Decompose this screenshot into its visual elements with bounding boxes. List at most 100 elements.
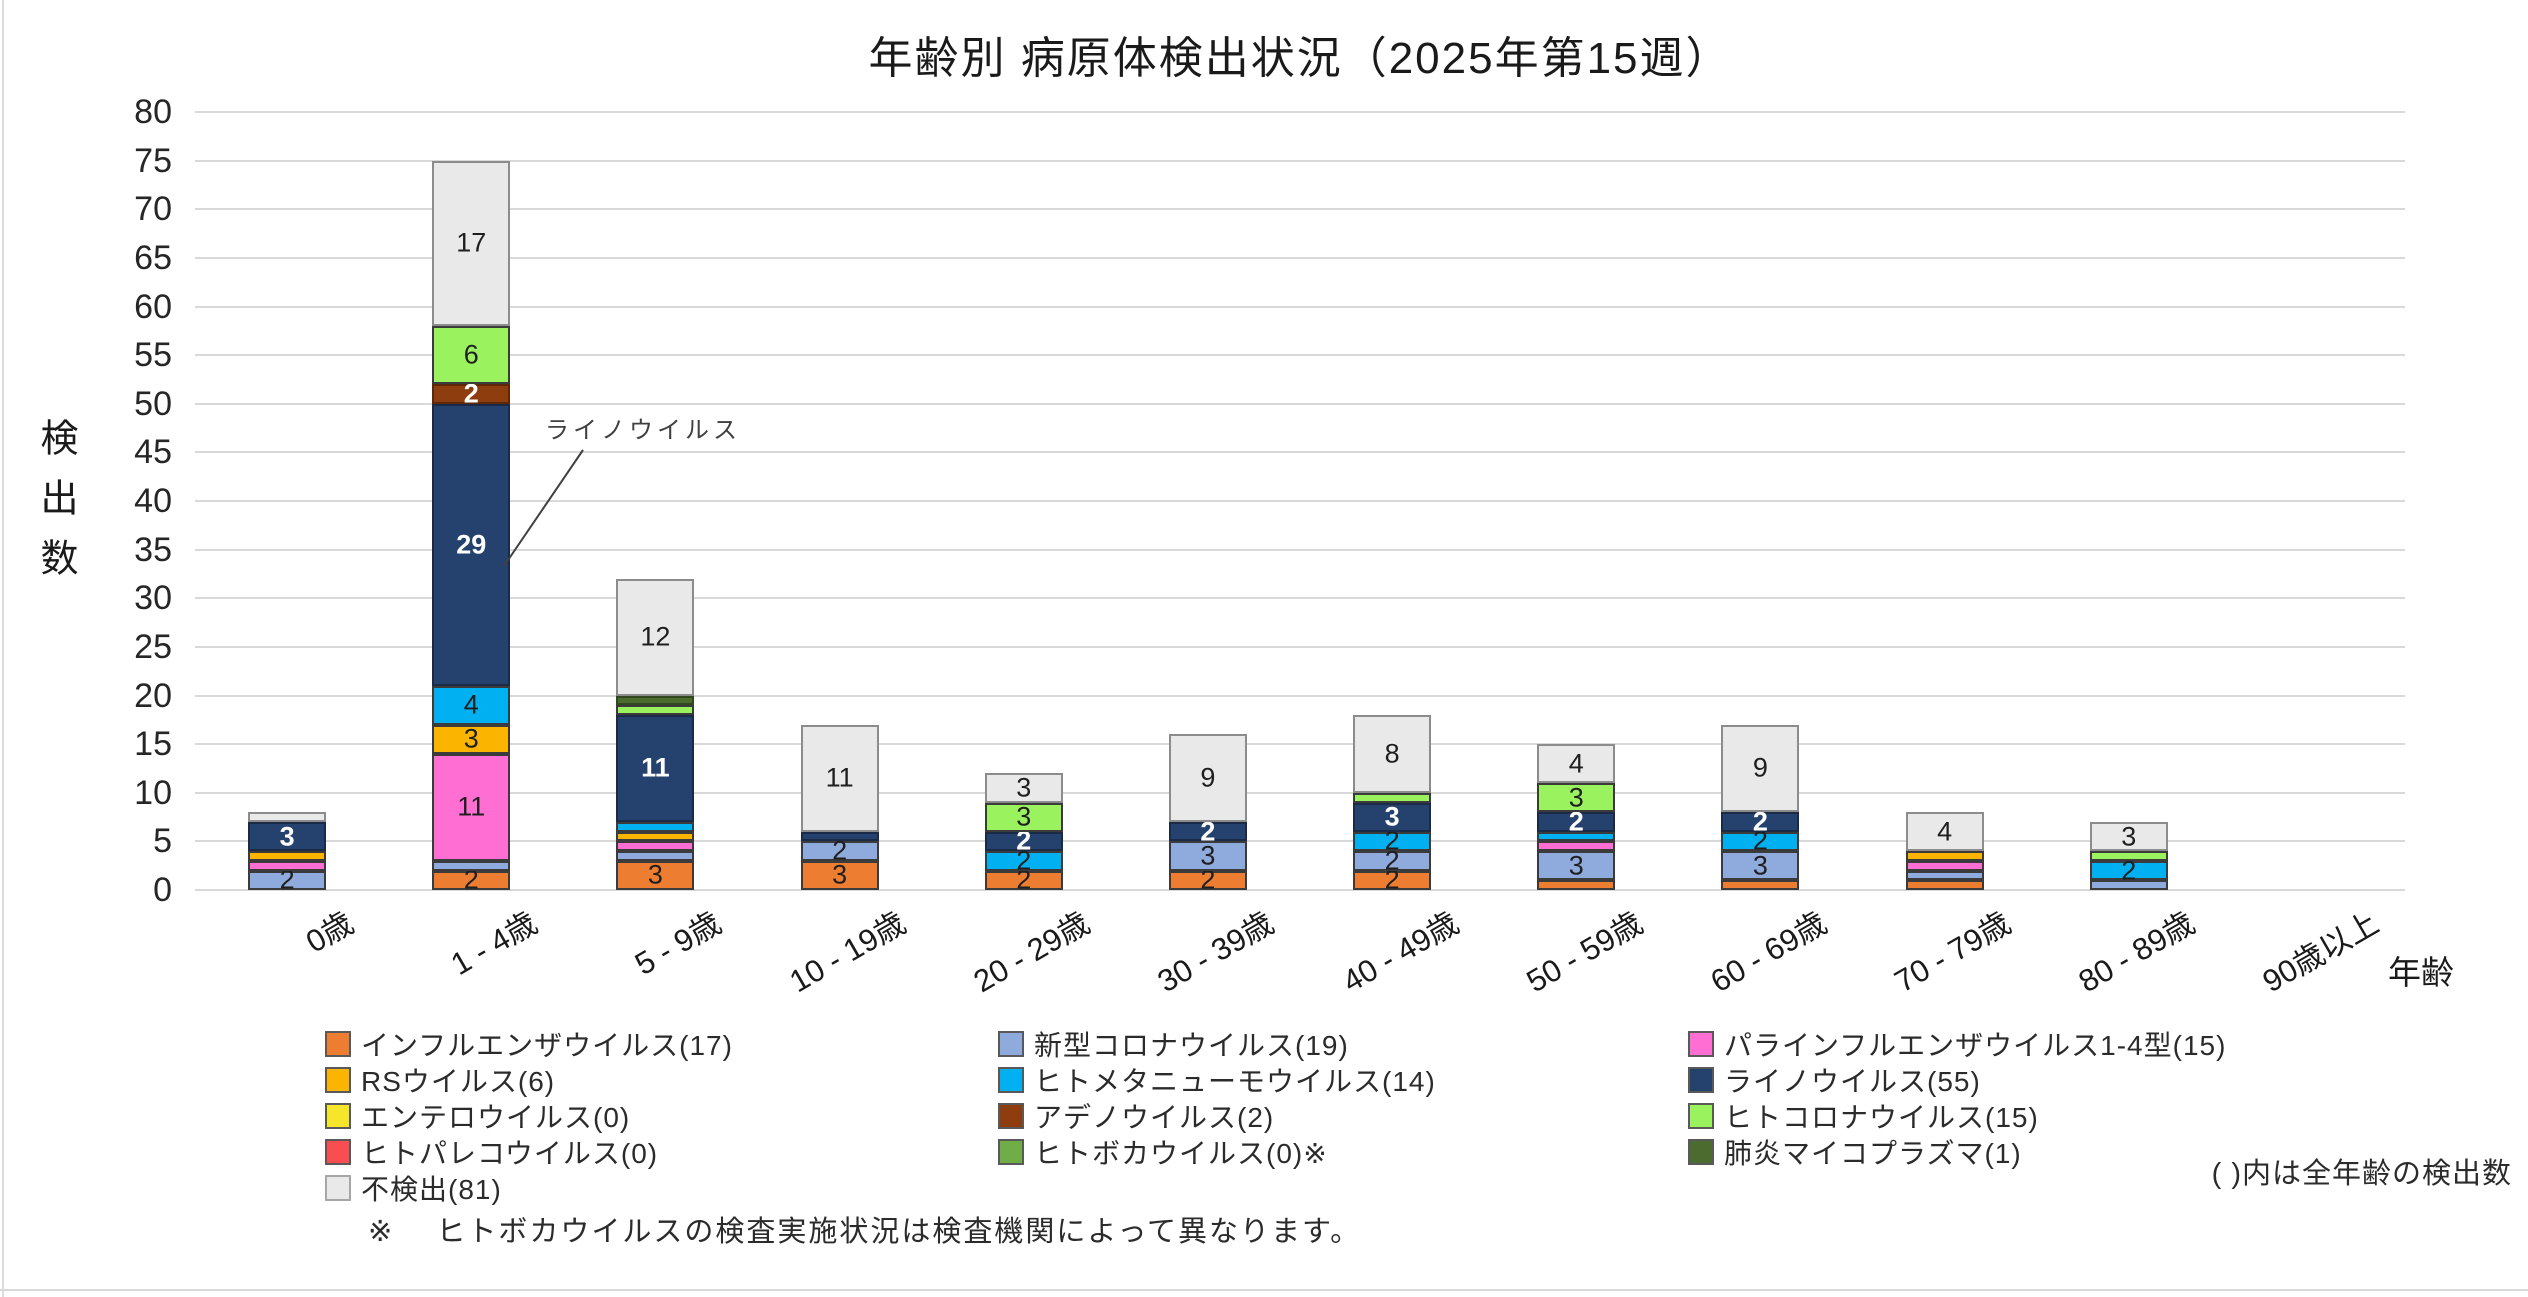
gridline-40 <box>195 500 2405 502</box>
bar-segment-parainfluenza <box>1905 860 1984 871</box>
segment-label: 11 <box>641 752 670 783</box>
segment-label: 2 <box>1200 864 1216 895</box>
bar-segment-parainfluenza <box>616 841 695 852</box>
gridline-30 <box>195 597 2405 600</box>
bar-segment-rsv <box>248 851 327 861</box>
bar-1 - 4歳: 2 11 3 4 29 2 6 17 <box>432 160 511 893</box>
segment-label: 4 <box>463 689 479 720</box>
legend-swatch-rsv <box>325 1067 351 1093</box>
bar-segment-rsv: 3 <box>432 724 511 754</box>
segment-label: 3 <box>1384 801 1400 832</box>
gridline-0 <box>195 889 2405 891</box>
window-left-edge <box>2 0 4 1297</box>
bar-segment-influenza: 3 <box>616 860 695 890</box>
bar-segment-not_detected: 4 <box>1905 812 1984 852</box>
gridline-25 <box>195 645 2405 648</box>
y-tick-label-45: 45 <box>134 433 172 472</box>
x-tick-label-40 - 49歳: 40 - 49歳 <box>1336 905 1465 1000</box>
legend-note: ( )内は全年齢の検出数 <box>2211 1158 2512 1190</box>
y-tick-label-20: 20 <box>134 676 172 715</box>
x-tick-label-60 - 69歳: 60 - 69歳 <box>1704 905 1833 1000</box>
bar-segment-hmpv: 2 <box>1721 827 1800 854</box>
legend-label-influenza: インフルエンザウイルス(17) <box>361 1030 733 1061</box>
y-axis-tick-labels: 0 5 10 15 20 25 30 35 40 45 50 55 60 65 70 75 80 <box>0 95 172 907</box>
legend-swatch-not_detected <box>325 1175 351 1201</box>
x-tick-label-70 - 79歳: 70 - 79歳 <box>1888 905 2017 1000</box>
segment-label: 3 <box>1568 782 1584 813</box>
bar-segment-hcov: 3 <box>1537 782 1616 813</box>
bar-segment-parainfluenza <box>248 860 327 871</box>
x-axis-title: 年齢 <box>2388 954 2454 991</box>
y-tick-label-60: 60 <box>134 287 172 326</box>
gridline-5 <box>195 840 2405 843</box>
segment-label: 8 <box>1384 738 1400 769</box>
bar-40 - 49歳: 22238 <box>1353 715 1432 893</box>
bar-segment-influenza: 2 <box>1353 866 1432 893</box>
segment-label: 3 <box>832 859 848 890</box>
segment-label: 2 <box>1568 806 1584 837</box>
gridline-45 <box>195 451 2405 454</box>
x-tick-label-0歳: 0歳 <box>299 905 360 960</box>
bar-segment-influenza <box>1721 880 1800 890</box>
gridline-20 <box>195 694 2405 697</box>
bar-segment-rhinovirus: 2 <box>1168 818 1247 845</box>
segment-label: 2 <box>1016 845 1032 876</box>
y-tick-label-65: 65 <box>134 238 172 277</box>
bar-segment-not_detected: 12 <box>616 578 695 696</box>
segment-label: 11 <box>825 762 854 793</box>
segment-label: 2 <box>1752 825 1768 856</box>
legend-label-not_detected: 不検出(81) <box>361 1174 502 1205</box>
y-tick-label-50: 50 <box>134 384 172 423</box>
legend-swatch-rhinovirus <box>1688 1067 1714 1093</box>
legend-item-not_detected: 不検出(81) <box>325 1170 733 1206</box>
bar-segment-influenza: 2 <box>1168 866 1247 893</box>
legend-item-rhinovirus: ライノウイルス(55) <box>1688 1062 2226 1098</box>
x-tick-label-80 - 89歳: 80 - 89歳 <box>2072 905 2201 1000</box>
y-tick-label-15: 15 <box>134 725 172 764</box>
legend-item-rsv: RSウイルス(6) <box>325 1062 733 1098</box>
bar-segment-hmpv <box>616 821 695 832</box>
legend-label-adenovirus: アデノウイルス(2) <box>1034 1102 1275 1133</box>
bar-segment-not_detected: 8 <box>1353 715 1432 793</box>
legend-item-hmpv: ヒトメタニューモウイルス(14) <box>998 1062 1436 1098</box>
segment-label: 9 <box>1752 752 1768 783</box>
legend-swatch-hcov <box>1688 1103 1714 1129</box>
segment-label: 2 <box>463 378 479 409</box>
bar-10 - 19歳: 3 2 11 <box>800 724 879 890</box>
legend-label-parainfluenza: パラインフルエンザウイルス1-4型(15) <box>1724 1030 2227 1061</box>
bar-30 - 39歳: 232 9 <box>1168 734 1247 893</box>
legend-label-parechovirus: ヒトパレコウイルス(0) <box>361 1138 659 1169</box>
bar-segment-mycoplasma <box>616 695 695 706</box>
segment-label: 2 <box>1200 816 1216 847</box>
gridline-10 <box>195 791 2405 794</box>
segment-label: 2 <box>1016 864 1032 895</box>
gridline-35 <box>195 548 2405 551</box>
legend-item-hcov: ヒトコロナウイルス(15) <box>1688 1098 2226 1134</box>
x-tick-label-50 - 59歳: 50 - 59歳 <box>1520 905 1649 1000</box>
segment-label: 3 <box>279 821 295 852</box>
legend-label-hmpv: ヒトメタニューモウイルス(14) <box>1034 1066 1436 1097</box>
legend-swatch-enterovirus <box>325 1103 351 1129</box>
legend-column-2: 新型コロナウイルス(19) ヒトメタニューモウイルス(14) アデノウイルス(2) ヒ… <box>998 1026 1436 1170</box>
legend-swatch-covid19 <box>998 1031 1024 1057</box>
bar-segment-covid19: 2 <box>800 837 879 864</box>
segment-label: 9 <box>1200 762 1216 793</box>
bar-segment-rhinovirus: 2 <box>1721 808 1800 835</box>
legend-item-influenza: インフルエンザウイルス(17) <box>325 1026 733 1062</box>
bar-segment-rhinovirus: 11 <box>616 714 695 822</box>
legend-label-bocavirus: ヒトボカウイルス(0)※ <box>1034 1138 1328 1169</box>
segment-label: 2 <box>2121 855 2137 886</box>
legend-item-covid19: 新型コロナウイルス(19) <box>998 1026 1436 1062</box>
segment-label: 2 <box>1384 825 1400 856</box>
bar-segment-rhinovirus <box>800 831 879 842</box>
bar-segment-rsv <box>616 831 695 842</box>
legend-label-rsv: RSウイルス(6) <box>361 1066 556 1097</box>
x-tick-label-1 - 4歳: 1 - 4歳 <box>445 905 544 982</box>
legend-item-parechovirus: ヒトパレコウイルス(0) <box>325 1134 733 1170</box>
bar-segment-hcov: 6 <box>432 326 511 385</box>
y-tick-label-5: 5 <box>153 822 172 861</box>
bar-segment-rhinovirus: 29 <box>432 403 511 686</box>
y-tick-label-40: 40 <box>134 482 172 520</box>
bar-segment-hmpv: 2 <box>984 847 1063 874</box>
